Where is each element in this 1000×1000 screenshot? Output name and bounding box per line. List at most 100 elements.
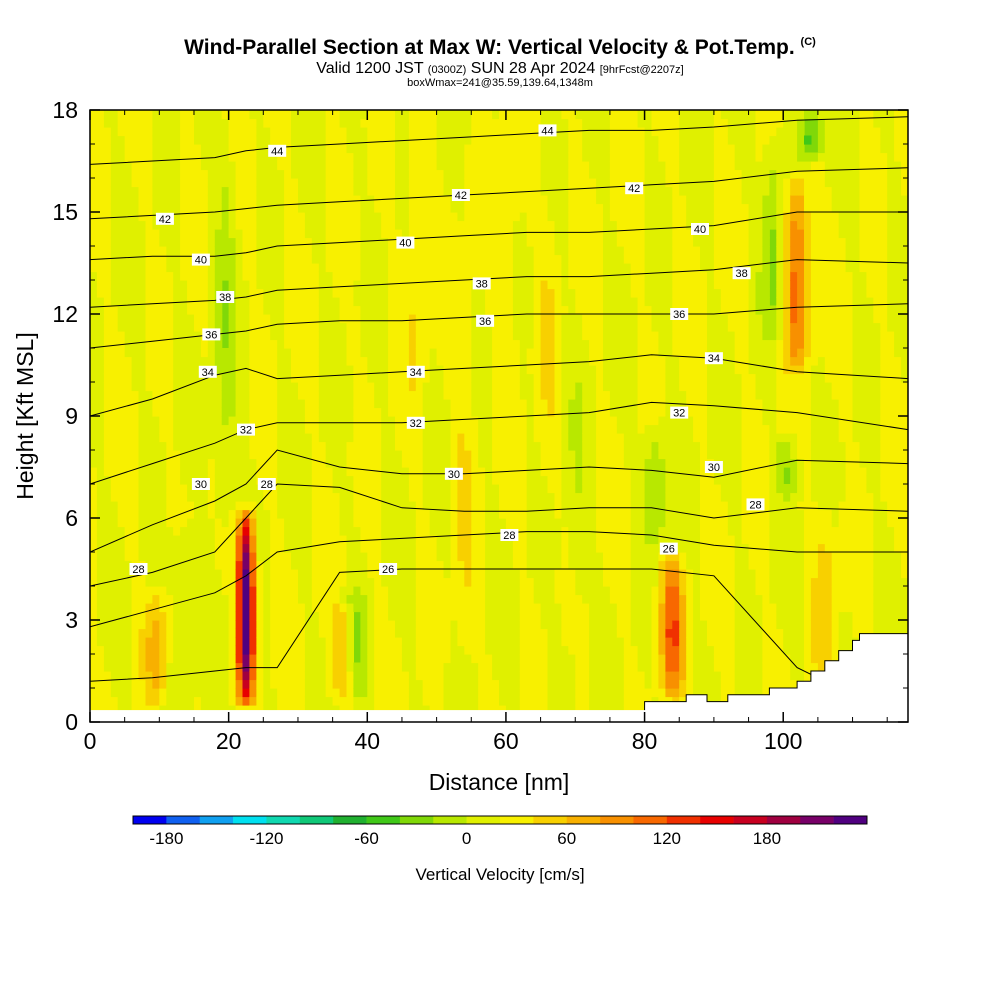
velocity-cell	[103, 569, 112, 579]
velocity-cell	[485, 390, 493, 400]
velocity-cell	[270, 152, 278, 162]
velocity-cell	[443, 620, 451, 630]
velocity-cell	[90, 662, 98, 672]
velocity-cell	[450, 518, 458, 528]
velocity-cell	[547, 220, 555, 230]
velocity-cell	[519, 705, 528, 715]
velocity-cell	[339, 169, 348, 179]
velocity-cell	[318, 611, 327, 621]
velocity-cell	[117, 373, 126, 383]
velocity-cell	[180, 186, 188, 196]
velocity-cell	[145, 671, 153, 681]
velocity-cell	[291, 382, 299, 392]
velocity-cell	[339, 339, 348, 349]
velocity-cell	[547, 280, 555, 290]
velocity-cell	[138, 356, 146, 366]
velocity-cell	[381, 628, 389, 638]
velocity-cell	[152, 679, 160, 689]
velocity-cell	[277, 288, 285, 298]
velocity-cell	[325, 645, 334, 655]
velocity-cell	[492, 475, 500, 485]
velocity-cell	[242, 637, 250, 647]
velocity-cell	[166, 169, 174, 179]
velocity-cell	[478, 271, 486, 281]
velocity-cell	[277, 110, 285, 120]
velocity-cell	[526, 603, 535, 613]
velocity-cell	[90, 297, 98, 307]
velocity-cell	[547, 314, 555, 324]
velocity-cell	[180, 501, 188, 511]
velocity-cell	[298, 705, 306, 715]
velocity-cell	[457, 288, 465, 298]
velocity-cell	[395, 135, 403, 145]
velocity-cell	[214, 263, 223, 273]
velocity-cell	[512, 118, 521, 128]
velocity-cell	[311, 322, 320, 332]
velocity-cell	[339, 688, 348, 698]
velocity-cell	[540, 637, 549, 647]
velocity-cell	[90, 509, 98, 519]
velocity-cell	[159, 161, 167, 171]
velocity-cell	[325, 696, 334, 706]
velocity-cell	[519, 475, 528, 485]
velocity-cell	[173, 144, 181, 154]
velocity-cell	[443, 560, 451, 570]
velocity-cell	[540, 492, 549, 502]
velocity-cell	[360, 484, 368, 494]
velocity-cell	[249, 195, 257, 205]
velocity-cell	[471, 203, 479, 213]
velocity-cell	[318, 543, 327, 553]
velocity-cell	[173, 560, 181, 570]
velocity-cell	[360, 467, 368, 477]
velocity-cell	[408, 348, 417, 358]
velocity-cell	[499, 331, 507, 341]
velocity-cell	[554, 696, 562, 706]
velocity-cell	[200, 135, 209, 145]
velocity-cell	[436, 467, 445, 477]
velocity-cell	[492, 212, 500, 222]
velocity-cell	[526, 203, 535, 213]
velocity-cell	[235, 280, 244, 290]
velocity-cell	[284, 654, 292, 664]
velocity-cell	[138, 416, 146, 426]
velocity-cell	[256, 688, 264, 698]
velocity-cell	[131, 407, 140, 417]
velocity-cell	[166, 144, 174, 154]
velocity-cell	[512, 416, 521, 426]
velocity-cell	[505, 178, 514, 188]
velocity-cell	[235, 373, 244, 383]
velocity-cell	[325, 254, 334, 264]
velocity-cell	[471, 314, 479, 324]
velocity-cell	[103, 467, 112, 477]
velocity-cell	[457, 110, 465, 120]
velocity-cell	[415, 186, 424, 196]
velocity-cell	[221, 450, 230, 460]
velocity-cell	[325, 186, 334, 196]
velocity-cell	[450, 441, 458, 451]
velocity-cell	[499, 237, 507, 247]
velocity-cell	[353, 305, 361, 315]
velocity-cell	[270, 586, 278, 596]
velocity-cell	[187, 288, 195, 298]
velocity-cell	[138, 399, 146, 409]
velocity-cell	[117, 475, 126, 485]
velocity-cell	[561, 637, 569, 647]
velocity-cell	[277, 220, 285, 230]
velocity-cell	[415, 526, 424, 536]
velocity-cell	[367, 535, 375, 545]
velocity-cell	[242, 288, 250, 298]
velocity-cell	[318, 654, 327, 664]
velocity-cell	[200, 696, 209, 706]
velocity-cell	[214, 645, 223, 655]
velocity-cell	[360, 288, 368, 298]
velocity-cell	[395, 195, 403, 205]
velocity-cell	[367, 586, 375, 596]
velocity-cell	[214, 637, 223, 647]
velocity-cell	[180, 246, 188, 256]
velocity-cell	[464, 509, 472, 519]
velocity-cell	[360, 603, 368, 613]
velocity-cell	[187, 501, 195, 511]
velocity-cell	[242, 407, 250, 417]
velocity-cell	[478, 195, 486, 205]
velocity-cell	[318, 339, 327, 349]
